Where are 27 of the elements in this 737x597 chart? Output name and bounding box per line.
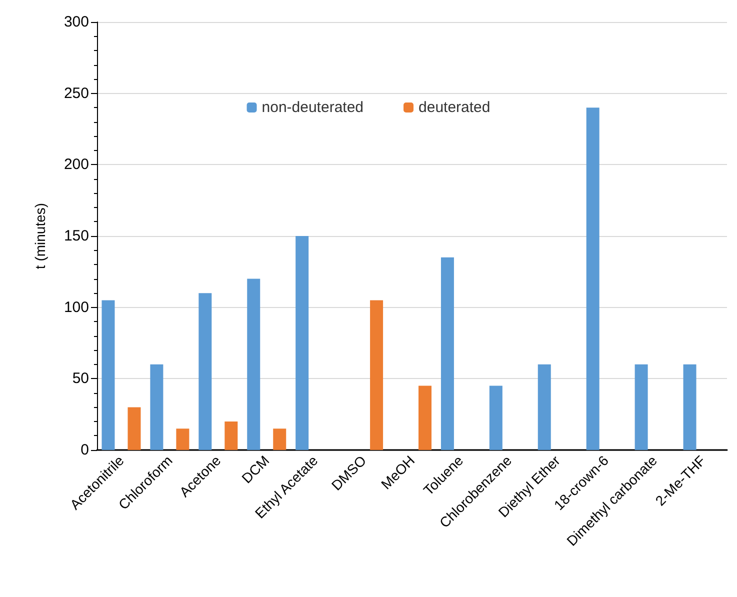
y-tick-label: 150 — [64, 228, 89, 244]
bar — [198, 293, 212, 450]
legend-label: non-deuterated — [262, 99, 364, 116]
bar — [128, 407, 141, 450]
bar — [224, 421, 238, 450]
bar — [538, 364, 551, 450]
bar — [418, 386, 432, 450]
bar — [102, 300, 115, 450]
bar — [586, 108, 600, 450]
bar — [634, 364, 648, 450]
legend-label: deuterated — [418, 99, 490, 116]
bar — [247, 278, 260, 450]
bar — [176, 428, 190, 450]
bar — [489, 386, 502, 450]
y-tick-label: 300 — [64, 14, 89, 30]
bar — [370, 300, 384, 450]
y-tick-label: 250 — [64, 84, 89, 102]
y-tick-label: 100 — [64, 298, 89, 316]
bar — [440, 257, 454, 450]
y-axis-title: t (minutes) — [32, 202, 48, 270]
bar — [273, 428, 286, 450]
bar — [683, 364, 696, 450]
bar — [150, 364, 164, 450]
bar — [296, 236, 309, 450]
y-tick-label: 0 — [80, 442, 89, 458]
y-tick-label: 200 — [64, 156, 89, 174]
y-tick-label: 50 — [72, 370, 89, 388]
